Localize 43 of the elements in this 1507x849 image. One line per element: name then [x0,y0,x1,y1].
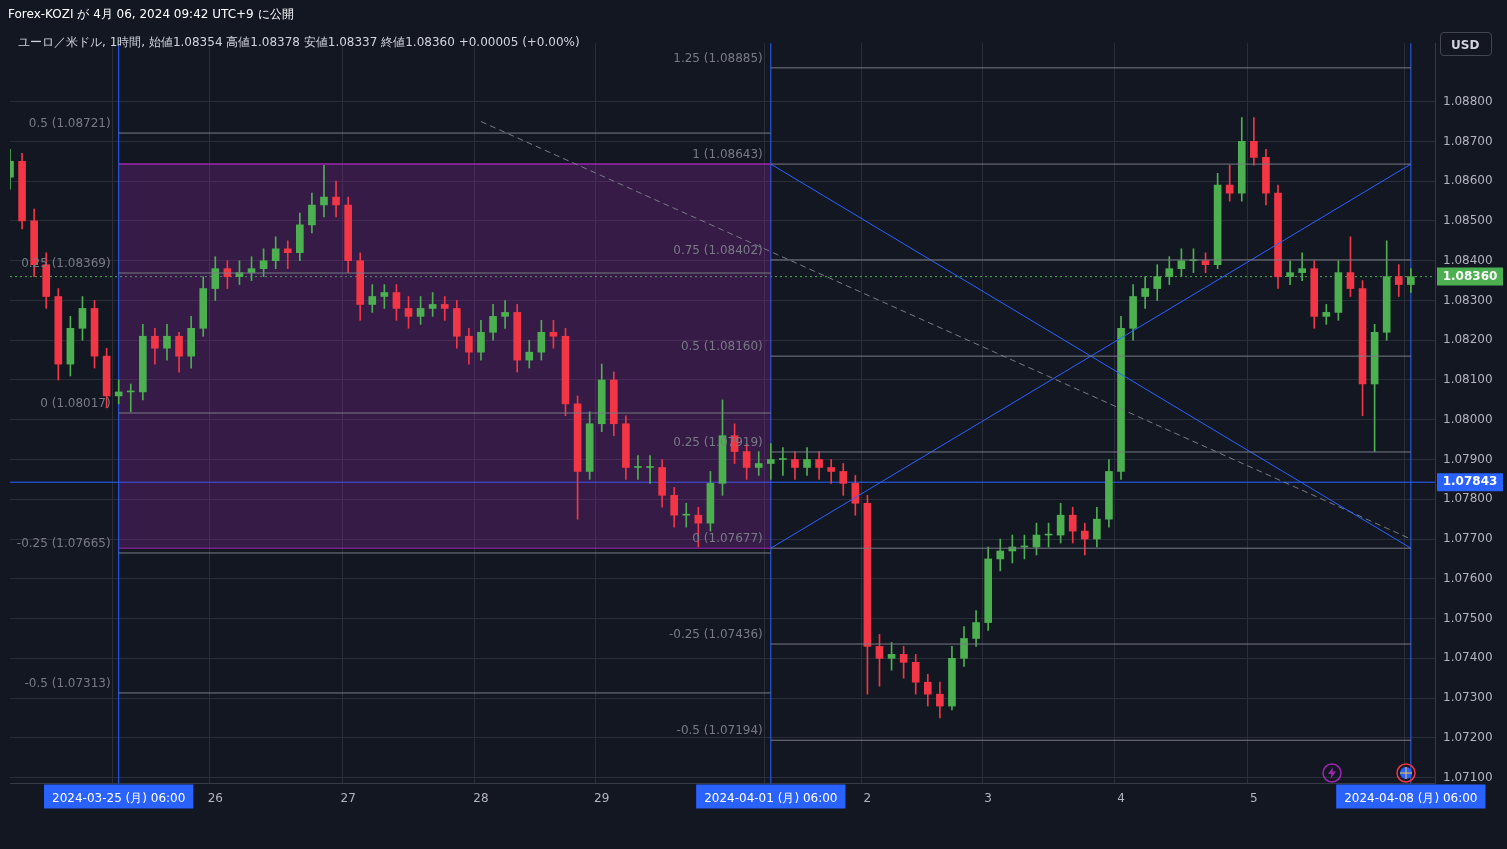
y-tick-label: 1.08800 [1443,93,1493,108]
y-tick-label: 1.07700 [1443,531,1493,546]
series-label: 0.5 (1.08160) [680,339,763,354]
y-tick-label: 1.08500 [1443,213,1493,228]
x-tick-label: 2024-04-08 (月) 06:00 [1344,790,1478,805]
y-tick-label: 1.07200 [1443,730,1493,744]
x-tick-label: 4 [1117,790,1125,805]
text: Forex-KOZI が 4月 06, 2024 09:42 UTC+9 に公開 [8,6,294,23]
ref-line-label: 1.08360 [1442,268,1498,283]
series-label: -0.25 (1.07436) [668,627,763,642]
x-tick-label: 3 [984,790,992,805]
x-tick-label: 27 [340,790,356,805]
x-tick-label: 28 [473,790,489,805]
series-label: -0.25 (1.07665) [16,536,111,551]
y-tick-label: 1.08100 [1443,372,1493,387]
series-label: 0.75 (1.08402) [673,243,763,258]
ref-line-label: 1.07843 [1442,474,1498,489]
series-label: -0.5 (1.07313) [24,676,111,691]
chart-title: ユーロ／米ドル, 1時間, 始値1.08354 高値1.08378 安値1.08337 終値1.08360 +0.00005 (+0.00%) [18,34,580,51]
x-tick-label: 26 [207,790,223,805]
y-tick-label: 1.08300 [1443,292,1493,307]
y-tick-label: 1.08200 [1443,332,1493,347]
y-tick-label: 1.07400 [1443,650,1493,665]
series-label: -0.5 (1.07194) [676,723,763,738]
y-tick-label: 1.08400 [1443,252,1493,267]
x-tick-label: 2 [863,790,872,805]
x-tick-label: 5 [1250,790,1258,805]
x-tick-label: 29 [594,790,610,805]
y-tick-label: 1.07900 [1443,451,1493,466]
x-tick-label: 2024-03-25 (月) 06:00 [52,790,186,805]
y-tick-label: 1.08600 [1443,173,1493,188]
y-tick-label: 1.07100 [1443,769,1493,784]
y-axis-title: USD [1440,32,1492,56]
y-tick-label: 1.08700 [1443,133,1493,148]
series-label: 1.25 (1.08885) [673,50,763,65]
y-tick-label: 1.07600 [1443,570,1493,585]
x-tick-label: 2024-04-01 (月) 06:00 [704,790,838,805]
y-tick-label: 1.07800 [1443,491,1493,506]
series-label: 1 (1.08643) [692,147,763,162]
y-tick-label: 1.07300 [1443,690,1493,705]
series-label: 0.5 (1.08721) [28,116,111,131]
y-tick-label: 1.07500 [1443,610,1493,625]
y-tick-label: 1.08000 [1443,411,1493,426]
